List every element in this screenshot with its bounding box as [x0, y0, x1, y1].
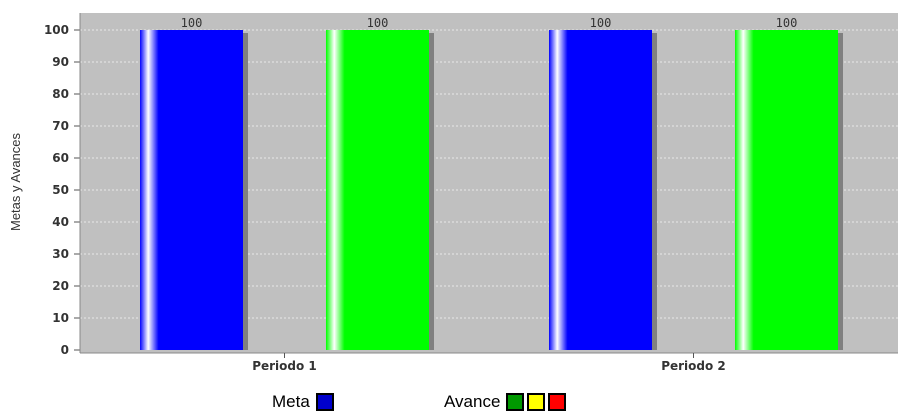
legend-label-meta: Meta — [272, 392, 310, 411]
y-tick-label: 50 — [52, 183, 69, 197]
legend-label-avance: Avance — [444, 392, 501, 411]
legend-swatch-avance — [527, 393, 546, 411]
bar — [326, 30, 429, 350]
x-axis: Periodo 1 Periodo 2 — [80, 352, 898, 373]
y-tick-label: 70 — [52, 119, 69, 133]
y-tick-label: 40 — [52, 215, 69, 229]
y-tick-label: 60 — [52, 151, 69, 165]
y-axis-label: Metas y Avances — [8, 132, 23, 231]
y-tick-label: 80 — [52, 87, 69, 101]
legend-item-meta: Meta — [272, 392, 334, 412]
bar — [735, 30, 838, 350]
y-tick-label: 100 — [44, 23, 69, 37]
bars: 100 100 100 100 — [140, 16, 843, 350]
y-tick-label: 0 — [61, 343, 69, 357]
bar-value-label: 100 — [181, 16, 203, 30]
y-tick-label: 90 — [52, 55, 69, 69]
legend-swatch-meta — [315, 393, 334, 411]
bar-value-label: 100 — [367, 16, 389, 30]
bar-value-label: 100 — [590, 16, 612, 30]
bar — [140, 30, 243, 350]
y-axis: 0 10 20 30 40 50 60 70 80 90 100 — [44, 13, 81, 357]
legend: Meta Avance — [0, 392, 898, 416]
legend-swatch-avance — [548, 393, 567, 411]
bar — [549, 30, 652, 350]
legend-swatch-avance — [506, 393, 525, 411]
y-tick-label: 10 — [52, 311, 69, 325]
bar-value-label: 100 — [776, 16, 798, 30]
x-tick-label: Periodo 1 — [252, 359, 317, 373]
legend-item-avance: Avance — [444, 392, 567, 412]
y-tick-label: 30 — [52, 247, 69, 261]
y-tick-label: 20 — [52, 279, 69, 293]
legend-swatches-avance — [506, 393, 567, 411]
x-tick-label: Periodo 2 — [661, 359, 726, 373]
